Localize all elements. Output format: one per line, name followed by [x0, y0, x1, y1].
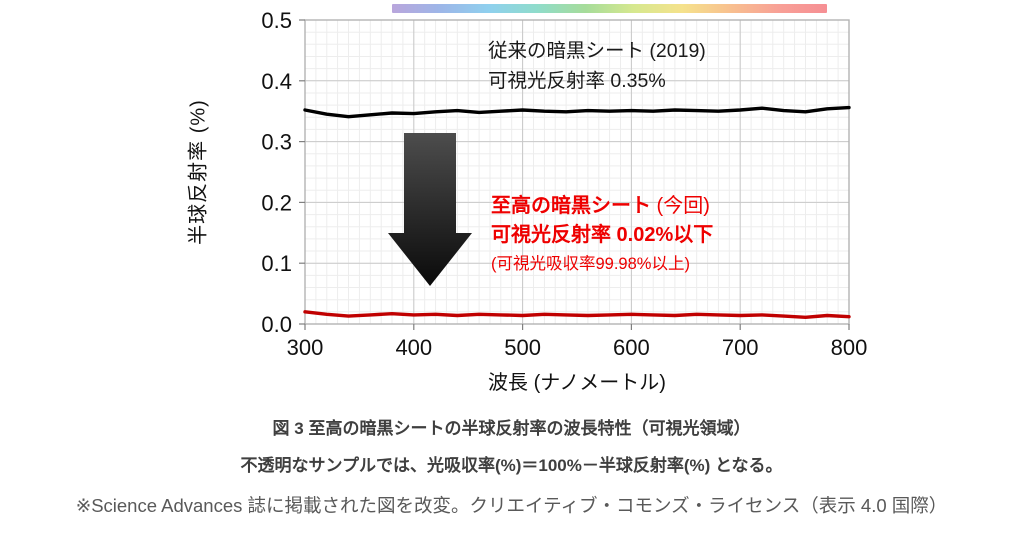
svg-text:0.1: 0.1 — [261, 251, 292, 276]
svg-text:800: 800 — [831, 335, 868, 360]
annotation-conventional-name: 従来の暗黒シート (2019) — [488, 40, 706, 62]
source-attribution-note: ※Science Advances 誌に掲載された図を改変。クリエイティブ・コモ… — [75, 495, 948, 516]
y-axis-title: 半球反射率 (%) — [187, 99, 210, 245]
annotation-supreme-paren: (今回) — [651, 195, 710, 217]
svg-text:300: 300 — [287, 335, 324, 360]
annotation-supreme-title: 至高の暗黒シート (今回) — [491, 192, 713, 221]
svg-text:0.2: 0.2 — [261, 190, 292, 215]
svg-text:0.5: 0.5 — [261, 8, 292, 33]
svg-text:0.0: 0.0 — [261, 312, 292, 337]
figure-caption: 図 3 至高の暗黒シートの半球反射率の波長特性（可視光領域） — [272, 419, 751, 438]
annotation-supreme-name: 至高の暗黒シート — [491, 195, 651, 217]
figure-note: 不透明なサンプルでは、光吸収率(%)＝100%－半球反射率(%) となる。 — [240, 456, 783, 475]
annotation-supreme-sheet: 至高の暗黒シート (今回) 可視光反射率 0.02%以下 (可視光吸収率99.9… — [491, 192, 713, 279]
svg-text:500: 500 — [504, 335, 541, 360]
svg-text:700: 700 — [722, 335, 759, 360]
svg-text:600: 600 — [613, 335, 650, 360]
annotation-conventional-value: 可視光反射率 0.35% — [488, 70, 666, 92]
annotation-supreme-absorptance: (可視光吸収率99.98%以上) — [491, 255, 690, 273]
visible-spectrum-bar — [392, 4, 827, 13]
svg-text:0.3: 0.3 — [261, 130, 292, 155]
annotation-conventional-sheet: 従来の暗黒シート (2019) 可視光反射率 0.35% — [488, 36, 706, 96]
annotation-supreme-value: 可視光反射率 0.02%以下 — [491, 224, 714, 246]
downward-arrow — [388, 133, 472, 286]
svg-text:400: 400 — [395, 335, 432, 360]
reflectance-chart-plot: 300 400 500 600 700 800 0.0 0.1 0.2 0.3 0.4 0.5 — [261, 8, 868, 360]
x-axis-title: 波長 (ナノメートル) — [488, 372, 666, 394]
svg-text:0.4: 0.4 — [261, 69, 292, 94]
